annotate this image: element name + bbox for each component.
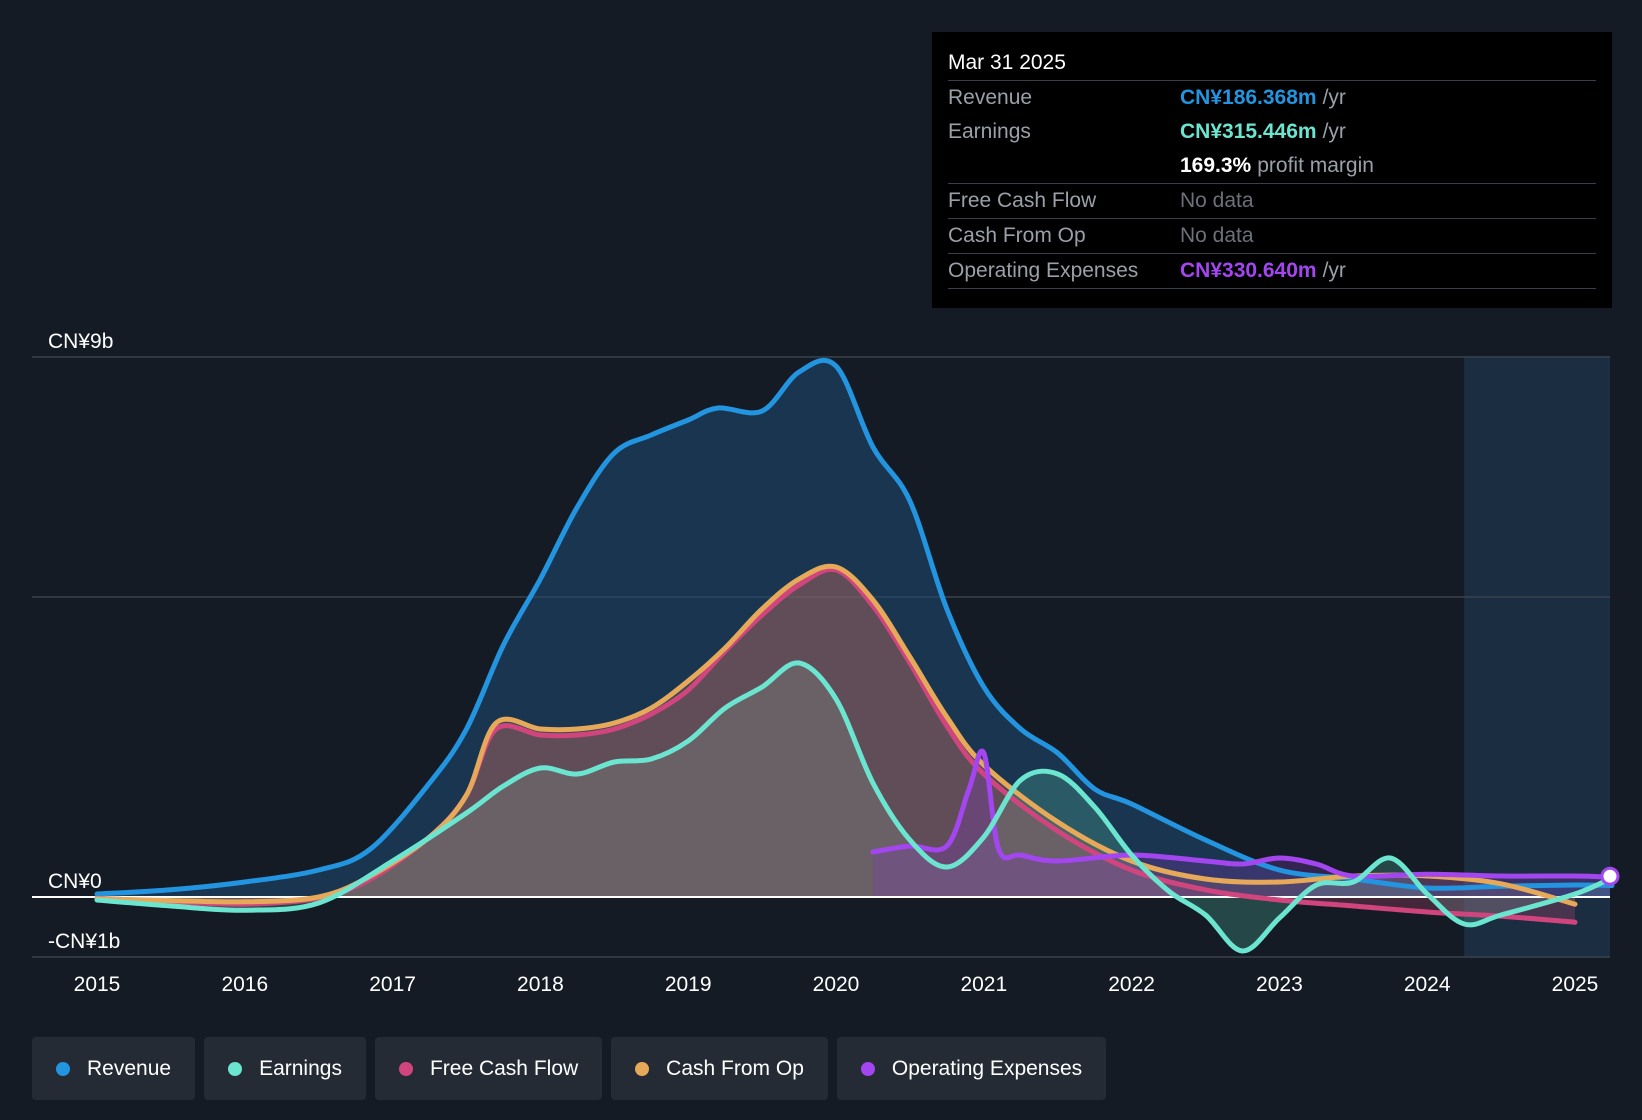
area-revenue (97, 360, 1610, 897)
tooltip-value: No data (1180, 224, 1254, 247)
area-earnings (97, 662, 1610, 952)
tooltip-unit: profit margin (1257, 154, 1374, 177)
line-operating-expenses (870, 748, 1615, 880)
tooltip-label (948, 149, 1180, 183)
tooltip-label: Operating Expenses (948, 259, 1139, 282)
legend-item-operating-expenses[interactable]: Operating Expenses (836, 1037, 1107, 1100)
x-tick-label: 2018 (517, 973, 564, 996)
tooltip-value: CN¥315.446m (1180, 120, 1317, 143)
legend-dot-icon (228, 1061, 243, 1076)
legend-item-free-cash-flow[interactable]: Free Cash Flow (374, 1037, 603, 1100)
x-tick-label: 2020 (813, 973, 860, 996)
axes: CN¥9b CN¥0 -CN¥1b 2015 2016 2017 2018 2019 2020 2… (48, 330, 1598, 996)
legend: Revenue Earnings Free Cash Flow Cash From O… (32, 1037, 1107, 1100)
x-tick-label: 2023 (1256, 973, 1303, 996)
legend-dot-icon (635, 1061, 650, 1076)
y-tick-label: -CN¥1b (48, 930, 120, 953)
tooltip-value: 169.3% (1180, 154, 1252, 177)
tooltip-value: CN¥330.640m (1180, 259, 1317, 282)
tooltip-value: CN¥186.368m (1180, 86, 1317, 109)
legend-label: Revenue (87, 1056, 172, 1080)
series-areas (97, 360, 1610, 952)
tooltip-date: Mar 31 2025 (948, 46, 1596, 81)
tooltip-row: Earnings CN¥315.446m/yr (948, 115, 1596, 149)
legend-item-earnings[interactable]: Earnings (204, 1037, 366, 1100)
end-marker (1600, 866, 1620, 886)
legend-label: Cash From Op (666, 1056, 804, 1080)
tooltip-label: Cash From Op (948, 224, 1086, 247)
tooltip-row: 169.3% profit margin (948, 149, 1596, 184)
legend-dot-icon (56, 1061, 70, 1076)
legend-label: Earnings (259, 1056, 342, 1080)
area-cash-from-op (97, 566, 1575, 905)
x-tick-label: 2017 (369, 973, 416, 996)
legend-dot-icon (860, 1061, 875, 1076)
tooltip-label: Revenue (948, 86, 1033, 109)
y-tick-label: CN¥0 (48, 870, 102, 893)
x-tick-label: 2016 (221, 973, 268, 996)
legend-label: Operating Expenses (891, 1056, 1083, 1080)
tooltip-label: Free Cash Flow (948, 189, 1097, 212)
line-revenue (94, 357, 1615, 897)
tooltip-panel: Mar 31 2025 Revenue CN¥186.368m/yr Earning… (932, 32, 1612, 308)
x-tick-label: 2024 (1404, 973, 1451, 996)
series-lines (32, 357, 1620, 954)
tooltip-row: Revenue CN¥186.368m/yr (948, 81, 1596, 115)
tooltip-row: Free Cash Flow No data (948, 184, 1596, 219)
forecast-band (1464, 357, 1610, 957)
x-tick-label: 2025 (1552, 973, 1599, 996)
x-tick-label: 2019 (665, 973, 712, 996)
legend-dot-icon (398, 1061, 413, 1076)
y-tick-label: CN¥9b (48, 330, 113, 353)
x-tick-label: 2015 (74, 973, 121, 996)
tooltip-unit: /yr (1322, 120, 1346, 143)
tooltip-row: Cash From Op No data (948, 219, 1596, 254)
tooltip-label: Earnings (948, 120, 1031, 143)
tooltip-unit: /yr (1322, 259, 1346, 282)
legend-item-revenue[interactable]: Revenue (32, 1037, 196, 1100)
tooltip-rows: Revenue CN¥186.368m/yr Earnings CN¥315.446m… (948, 81, 1596, 289)
x-tick-label: 2022 (1108, 973, 1155, 996)
x-tick-label: 2021 (960, 973, 1007, 996)
line-earnings (94, 660, 1615, 954)
tooltip-row: Operating Expenses CN¥330.640m/yr (948, 254, 1596, 289)
legend-label: Free Cash Flow (429, 1056, 579, 1080)
area-operating-expenses (872, 751, 1610, 897)
tooltip-value: No data (1180, 189, 1254, 212)
area-free-cash-flow (97, 569, 1575, 923)
legend-item-cash-from-op[interactable]: Cash From Op (611, 1037, 828, 1100)
tooltip-unit: /yr (1322, 86, 1346, 109)
